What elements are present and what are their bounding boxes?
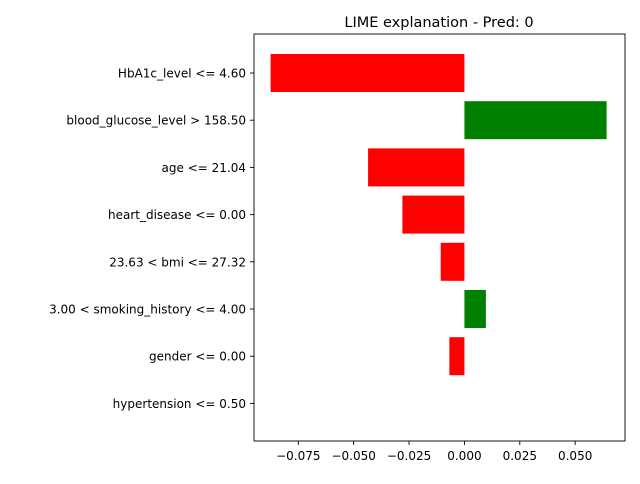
y-tick-label-1: blood_glucose_level > 158.50 [66, 114, 246, 128]
y-tick-label-5: 3.00 < smoking_history <= 4.00 [49, 303, 246, 317]
x-tick-label-4: 0.025 [503, 449, 537, 463]
bar-4 [440, 242, 465, 281]
chart-title: LIME explanation - Pred: 0 [344, 15, 533, 31]
x-tick-label-2: −0.025 [387, 449, 431, 463]
x-tick-label-3: 0.000 [447, 449, 481, 463]
bar-5 [464, 290, 486, 328]
bar-6 [449, 337, 465, 376]
bar-2 [368, 148, 465, 187]
x-tick-label-0: −0.075 [276, 449, 320, 463]
y-tick-label-0: HbA1c_level <= 4.60 [118, 67, 246, 81]
y-tick-label-3: heart_disease <= 0.00 [108, 208, 246, 222]
bar-1 [464, 101, 607, 140]
y-tick-layer: HbA1c_level <= 4.60 blood_glucose_level >… [49, 67, 254, 411]
y-tick-label-2: age <= 21.04 [162, 161, 246, 175]
bar-0 [270, 54, 465, 92]
x-tick-label-1: −0.050 [331, 449, 375, 463]
x-tick-layer: −0.075 −0.050 −0.025 0.000 0.025 0.050 [276, 441, 592, 463]
x-tick-label-5: 0.050 [558, 449, 592, 463]
y-tick-label-6: gender <= 0.00 [149, 350, 246, 364]
y-tick-label-7: hypertension <= 0.50 [113, 397, 246, 411]
bar-3 [402, 195, 465, 234]
y-tick-label-4: 23.63 < bmi <= 27.32 [109, 255, 246, 269]
plot-frame [253, 33, 626, 442]
bars-layer [270, 54, 607, 376]
